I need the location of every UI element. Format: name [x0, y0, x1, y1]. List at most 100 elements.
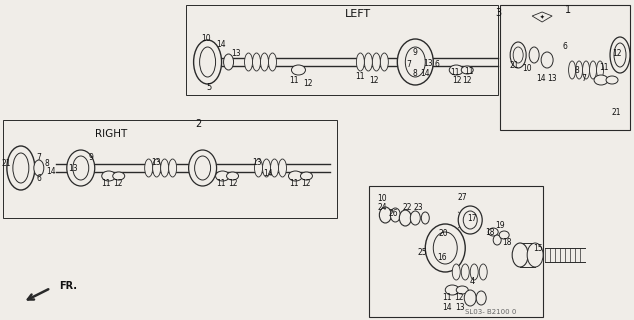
Text: 1: 1	[565, 5, 571, 15]
Text: 13: 13	[151, 157, 160, 166]
Ellipse shape	[13, 153, 29, 183]
Text: 12: 12	[304, 78, 313, 87]
Text: 7: 7	[36, 153, 41, 162]
Ellipse shape	[113, 172, 125, 180]
Ellipse shape	[73, 156, 89, 180]
Text: 11: 11	[443, 293, 452, 302]
Ellipse shape	[301, 172, 313, 180]
Ellipse shape	[193, 40, 221, 84]
Polygon shape	[500, 5, 630, 130]
Ellipse shape	[476, 291, 486, 305]
Text: 11: 11	[216, 179, 225, 188]
Text: 14: 14	[443, 303, 452, 313]
Ellipse shape	[365, 53, 372, 71]
Text: 11: 11	[288, 76, 298, 84]
Text: 12: 12	[370, 76, 379, 84]
Polygon shape	[186, 5, 498, 95]
Ellipse shape	[464, 290, 476, 306]
Text: ✦: ✦	[540, 14, 545, 20]
Ellipse shape	[422, 212, 429, 224]
Polygon shape	[3, 120, 337, 218]
Ellipse shape	[541, 52, 553, 68]
Text: 20: 20	[439, 228, 448, 237]
Text: 11: 11	[465, 67, 474, 76]
Text: 10: 10	[522, 63, 532, 73]
Ellipse shape	[252, 53, 261, 71]
Text: 6: 6	[562, 42, 567, 51]
Ellipse shape	[288, 171, 302, 181]
Text: 13: 13	[231, 49, 240, 58]
Ellipse shape	[445, 285, 459, 295]
Ellipse shape	[527, 243, 543, 267]
Text: 7: 7	[406, 60, 411, 68]
Text: 3: 3	[495, 8, 501, 18]
Text: 2: 2	[195, 119, 202, 129]
Text: 8: 8	[44, 158, 49, 167]
Text: 15: 15	[533, 244, 543, 252]
Text: 11: 11	[599, 62, 609, 71]
Ellipse shape	[372, 53, 380, 71]
Text: 23: 23	[413, 203, 423, 212]
Text: 12: 12	[228, 179, 237, 188]
Text: 10: 10	[201, 34, 210, 43]
Text: 18: 18	[502, 237, 512, 246]
Text: 27: 27	[457, 193, 467, 202]
Ellipse shape	[452, 264, 460, 280]
Ellipse shape	[399, 210, 411, 226]
Text: 25: 25	[417, 247, 427, 257]
Ellipse shape	[271, 159, 278, 177]
Text: 13: 13	[424, 59, 433, 68]
Ellipse shape	[470, 264, 478, 280]
Ellipse shape	[254, 159, 262, 177]
Text: 21: 21	[509, 60, 519, 69]
Text: 11: 11	[101, 179, 110, 188]
Text: FR.: FR.	[59, 281, 77, 291]
Ellipse shape	[606, 76, 618, 84]
Ellipse shape	[278, 159, 287, 177]
Text: 8: 8	[413, 68, 418, 77]
Ellipse shape	[101, 171, 116, 181]
Text: SL03- B2100 0: SL03- B2100 0	[465, 309, 516, 315]
Text: 14: 14	[420, 68, 430, 77]
Ellipse shape	[262, 159, 271, 177]
Text: 14: 14	[536, 74, 546, 83]
Text: 16: 16	[437, 253, 447, 262]
Text: 10: 10	[377, 194, 387, 203]
Ellipse shape	[145, 159, 153, 177]
Text: 13: 13	[547, 74, 557, 83]
Ellipse shape	[292, 65, 306, 75]
Text: 6: 6	[36, 173, 41, 182]
Ellipse shape	[597, 61, 604, 79]
Ellipse shape	[405, 47, 425, 77]
Ellipse shape	[458, 206, 482, 234]
Ellipse shape	[594, 75, 608, 85]
Ellipse shape	[583, 61, 590, 79]
Text: 18: 18	[486, 228, 495, 236]
Text: 12: 12	[612, 49, 622, 58]
Ellipse shape	[356, 53, 365, 71]
Ellipse shape	[493, 235, 501, 245]
Ellipse shape	[512, 243, 528, 267]
Ellipse shape	[200, 47, 216, 77]
Text: 14: 14	[264, 169, 273, 178]
Text: 11: 11	[356, 71, 365, 81]
Text: 24: 24	[377, 203, 387, 212]
Ellipse shape	[153, 159, 160, 177]
Text: 12: 12	[455, 293, 464, 302]
Text: 13: 13	[455, 303, 465, 313]
Ellipse shape	[261, 53, 269, 71]
Ellipse shape	[380, 53, 389, 71]
Ellipse shape	[576, 61, 583, 79]
Ellipse shape	[479, 264, 487, 280]
Ellipse shape	[463, 211, 477, 229]
Text: 26: 26	[389, 209, 398, 218]
Ellipse shape	[34, 160, 44, 176]
Ellipse shape	[488, 228, 498, 236]
Ellipse shape	[614, 43, 626, 67]
Text: 14: 14	[46, 166, 56, 175]
Text: 12: 12	[453, 76, 462, 84]
Text: 19: 19	[495, 220, 505, 229]
Ellipse shape	[160, 159, 169, 177]
Ellipse shape	[398, 39, 433, 85]
Text: 7: 7	[581, 74, 586, 83]
